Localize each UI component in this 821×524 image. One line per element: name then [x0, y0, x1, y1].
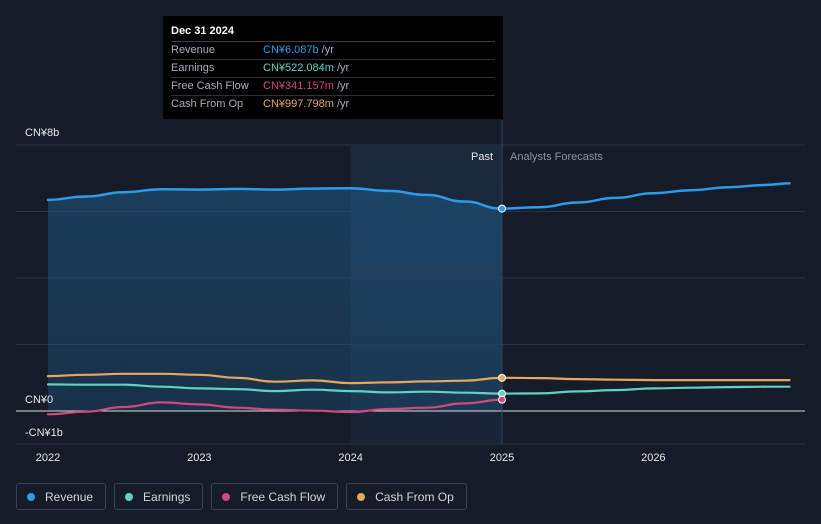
tooltip-value: CN¥341.157m [263, 80, 334, 92]
x-tick-label: 2023 [187, 452, 211, 464]
y-axis-label-top: CN¥8b [25, 127, 59, 139]
revenue-line [46, 181, 791, 210]
tooltip-label: Revenue [171, 44, 216, 56]
tooltip-unit: /yr [336, 98, 350, 110]
legend-item-free-cash-flow[interactable]: Free Cash Flow [211, 483, 339, 510]
tooltip-label: Free Cash Flow [171, 80, 249, 92]
legend-dot-icon [357, 492, 366, 501]
chart-legend: Revenue Earnings Free Cash Flow Cash Fro… [16, 483, 467, 510]
x-tick-label: 2022 [36, 452, 60, 464]
legend-label: Cash From Op [375, 489, 454, 504]
series-lines [46, 181, 791, 416]
tooltip-value: CN¥522.084m [263, 62, 334, 74]
free-cash-flow-marker [498, 395, 506, 404]
tooltip-value: CN¥6.087b [263, 44, 319, 56]
legend-dot-icon [27, 492, 35, 501]
legend-item-revenue[interactable]: Revenue [16, 483, 107, 510]
tooltip-unit: /yr [336, 80, 350, 92]
cash-from-op-line [46, 372, 791, 385]
tooltip-row-revenue: Revenue CN¥6.087b /yr [171, 42, 495, 60]
tooltip-label: Cash From Op [171, 98, 244, 110]
y-axis-label-bottom: -CN¥1b [25, 427, 63, 439]
tooltip-label: Earnings [171, 62, 215, 74]
revenue-area-fill [48, 188, 502, 411]
y-axis-label-zero: CN¥0 [25, 394, 53, 406]
hover-markers [498, 204, 506, 404]
legend-label: Earnings [143, 489, 191, 504]
analysts-forecasts-label: Analysts Forecasts [510, 151, 603, 163]
earnings-line [46, 383, 791, 395]
free-cash-flow-line [46, 398, 504, 416]
past-label: Past [471, 151, 493, 163]
x-tick-label: 2024 [338, 452, 362, 464]
legend-item-cash-from-op[interactable]: Cash From Op [346, 483, 467, 510]
tooltip-unit: /yr [336, 62, 350, 74]
tooltip-date: Dec 31 2024 [171, 24, 495, 42]
x-tick-label: 2025 [490, 452, 514, 464]
x-tick-label: 2026 [641, 452, 665, 464]
tooltip-row-free-cash-flow: Free Cash Flow CN¥341.157m /yr [171, 78, 495, 96]
legend-item-earnings[interactable]: Earnings [114, 483, 204, 510]
revenue-marker [498, 204, 506, 213]
legend-label: Revenue [45, 489, 94, 504]
cash-from-op-marker [498, 373, 506, 382]
tooltip-row-earnings: Earnings CN¥522.084m /yr [171, 60, 495, 78]
legend-label: Free Cash Flow [240, 489, 326, 504]
data-tooltip: Dec 31 2024 Revenue CN¥6.087b /yr Earnin… [163, 16, 503, 119]
x-axis-ticks: 2022 2023 2024 2025 2026 [36, 452, 666, 464]
tooltip-value: CN¥997.798m [263, 98, 334, 110]
legend-dot-icon [125, 492, 134, 501]
tooltip-row-cash-from-op: Cash From Op CN¥997.798m /yr [171, 96, 495, 113]
tooltip-unit: /yr [321, 44, 334, 56]
revenue-area [48, 188, 502, 411]
legend-dot-icon [222, 492, 231, 501]
